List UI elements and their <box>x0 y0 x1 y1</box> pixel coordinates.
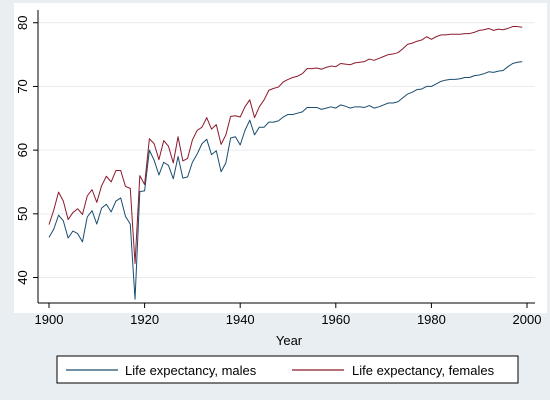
gridlines <box>38 22 535 279</box>
series-lines <box>48 26 523 300</box>
series-line-males <box>48 61 523 300</box>
x-tick-label-1940: 1940 <box>226 312 255 327</box>
x-tick-label-1980: 1980 <box>417 312 446 327</box>
y-tick-label-70: 70 <box>15 79 30 93</box>
x-tick-label-1960: 1960 <box>321 312 350 327</box>
legend-box <box>56 355 519 384</box>
legend: Life expectancy, males Life expectancy, … <box>56 355 519 384</box>
legend-label-females: Life expectancy, females <box>352 363 495 378</box>
x-tick-label-1920: 1920 <box>130 312 159 327</box>
y-tick-label-40: 40 <box>15 270 30 284</box>
series-line-females <box>48 26 523 265</box>
axes: 40 50 60 70 80 1900 1920 1940 1960 1980 2000 <box>15 10 541 327</box>
x-axis-title: Year <box>276 333 303 348</box>
y-tick-label-60: 60 <box>15 143 30 157</box>
y-tick-label-50: 50 <box>15 207 30 221</box>
x-tick-label-2000: 2000 <box>513 312 542 327</box>
plot-background <box>14 3 547 313</box>
legend-label-males: Life expectancy, males <box>125 363 257 378</box>
x-tick-label-1900: 1900 <box>35 312 64 327</box>
y-tick-label-80: 80 <box>15 16 30 30</box>
